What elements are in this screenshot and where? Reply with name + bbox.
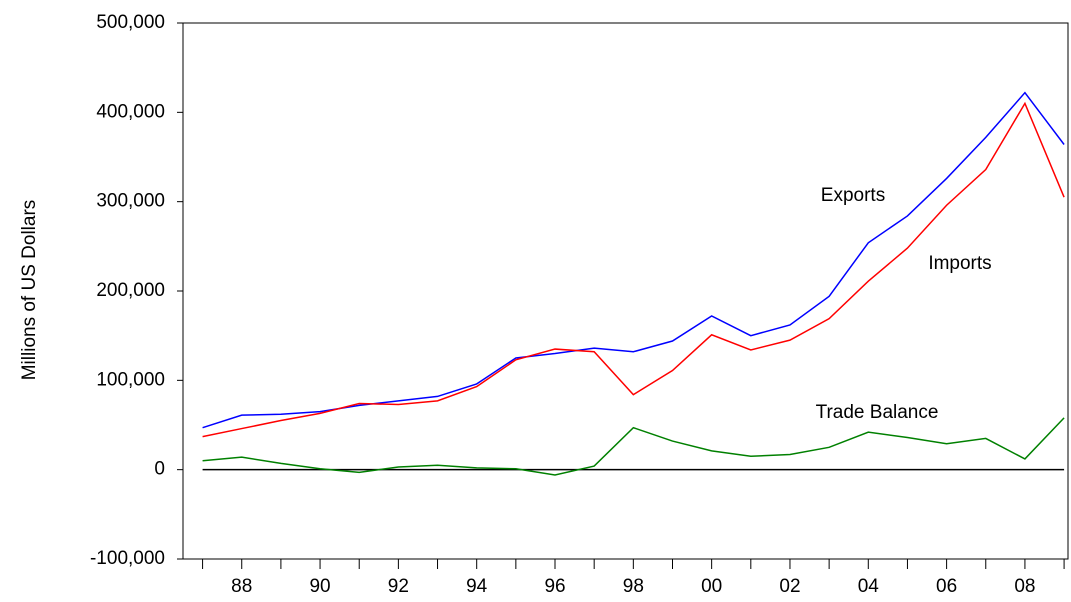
x-tick-label: 96 xyxy=(544,576,565,597)
y-axis-label: Millions of US Dollars xyxy=(19,200,40,381)
y-tick-label: 200,000 xyxy=(96,280,165,301)
x-tick-label: 00 xyxy=(701,576,722,597)
x-tick-label: 98 xyxy=(623,576,644,597)
series-line xyxy=(202,101,1065,438)
x-tick-label: 08 xyxy=(1014,576,1035,597)
y-tick-label: -100,000 xyxy=(90,548,165,569)
y-tick-label: 500,000 xyxy=(96,12,165,33)
series-label: Imports xyxy=(928,253,991,274)
series-label: Trade Balance xyxy=(816,402,939,423)
y-tick-label: 400,000 xyxy=(96,101,165,122)
series-line xyxy=(202,417,1065,476)
x-tick-label: 06 xyxy=(936,576,957,597)
series-label: Exports xyxy=(821,185,885,206)
y-tick-label: 300,000 xyxy=(96,191,165,212)
plot-frame xyxy=(182,22,1069,560)
x-tick-label: 94 xyxy=(466,576,488,597)
y-tick-label: 0 xyxy=(154,459,165,480)
y-tick-label: 100,000 xyxy=(96,369,165,390)
x-tick-label: 02 xyxy=(779,576,800,597)
x-tick-label: 04 xyxy=(858,576,880,597)
x-tick-label: 90 xyxy=(309,576,330,597)
x-tick-label: 92 xyxy=(388,576,409,597)
x-tick-label: 88 xyxy=(231,576,252,597)
